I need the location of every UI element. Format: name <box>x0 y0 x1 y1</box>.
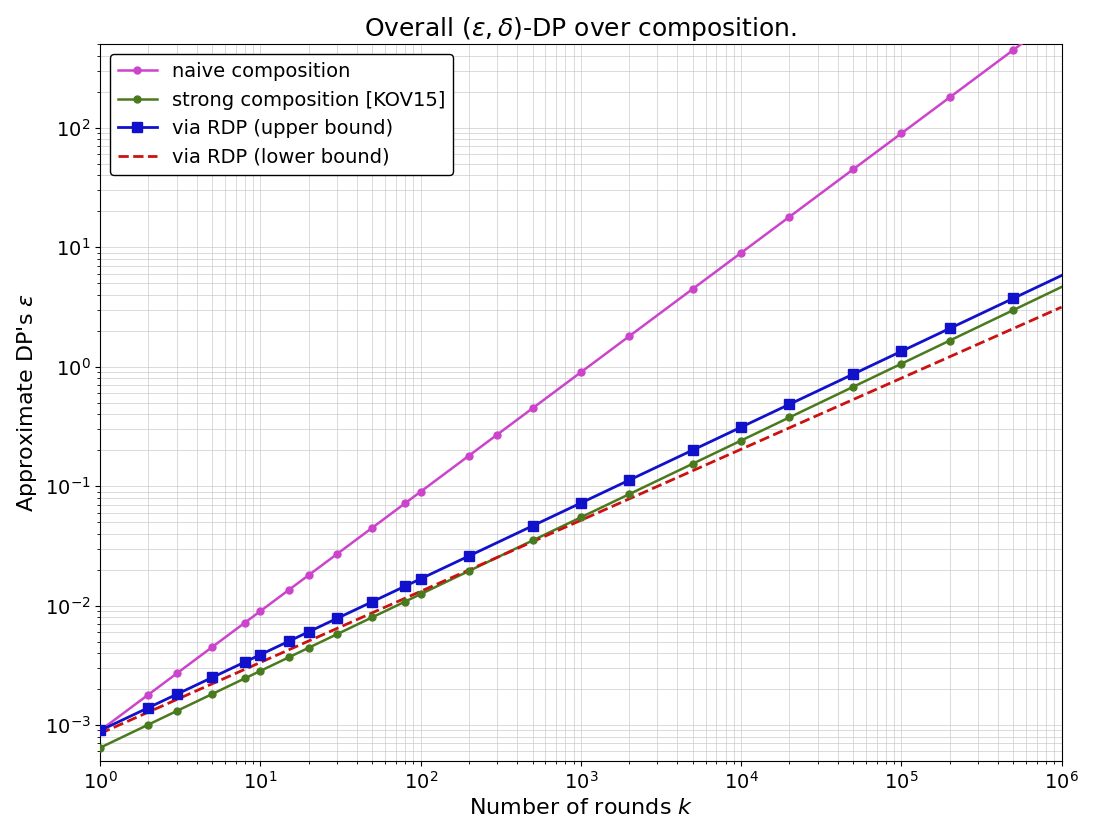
Legend: naive composition, strong composition [KOV15], via RDP (upper bound), via RDP (l: naive composition, strong composition [K… <box>110 54 453 175</box>
X-axis label: Number of rounds $k$: Number of rounds $k$ <box>468 798 694 818</box>
Title: Overall $(\epsilon, \delta)$-DP over composition.: Overall $(\epsilon, \delta)$-DP over com… <box>364 15 798 43</box>
Y-axis label: Approximate DP's $\epsilon$: Approximate DP's $\epsilon$ <box>15 293 39 512</box>
